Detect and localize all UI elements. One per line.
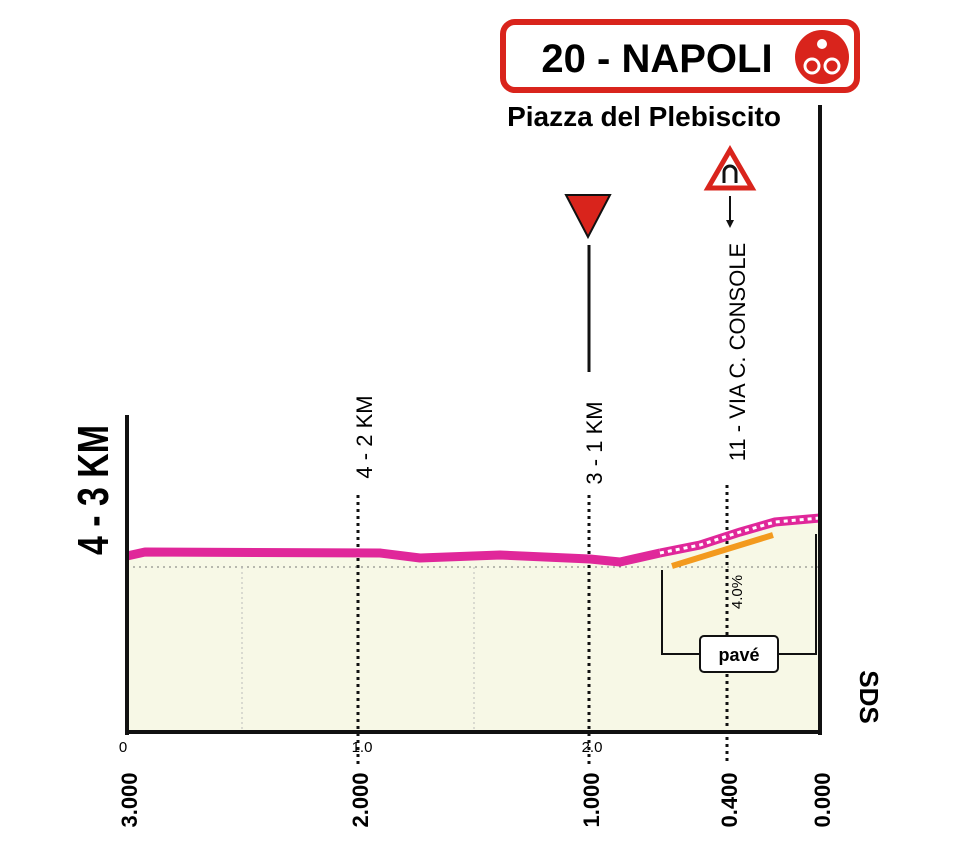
profile-area	[127, 518, 820, 732]
finish-icon	[817, 39, 827, 49]
flamme-rouge	[564, 194, 612, 240]
finish-icon	[823, 57, 841, 75]
gradient-label: 4.0%	[729, 575, 746, 609]
title: 20 - NAPOLI	[541, 37, 772, 81]
profile-line	[126, 547, 661, 567]
top-axis-label: 1.0	[352, 739, 373, 756]
finish-icon	[795, 30, 849, 84]
bottom-axis-label: 1.000	[579, 772, 604, 827]
bottom-axis-label: 2.000	[348, 772, 373, 827]
marker-label: 3 - 1 KM	[582, 401, 607, 484]
logo: SDS	[854, 670, 884, 723]
marker-label: 4 - 2 KM	[352, 395, 377, 478]
pave-bracket	[778, 534, 817, 655]
title-box	[500, 19, 860, 93]
warning-sign	[722, 164, 738, 183]
pave-bracket	[661, 570, 700, 655]
bottom-axis-label: 3.000	[117, 772, 142, 827]
pave-line	[659, 516, 821, 555]
marker-label: 11 - VIA C. CONSOLE	[725, 243, 750, 461]
arrow	[726, 220, 734, 228]
segment-label: 4 - 3 KM	[69, 425, 118, 555]
pave-label: pavé	[718, 645, 759, 665]
bottom-axis-label: 0.000	[810, 772, 835, 827]
bottom-axis-label: 0.400	[717, 772, 742, 827]
pave-box	[699, 635, 779, 673]
subtitle: Piazza del Plebiscito	[507, 101, 781, 132]
finish-icon	[803, 57, 821, 75]
top-axis-label: 2.0	[582, 739, 603, 756]
top-axis-label: 0	[119, 739, 127, 756]
warning-sign	[703, 145, 757, 191]
gradient-segment	[671, 532, 774, 569]
